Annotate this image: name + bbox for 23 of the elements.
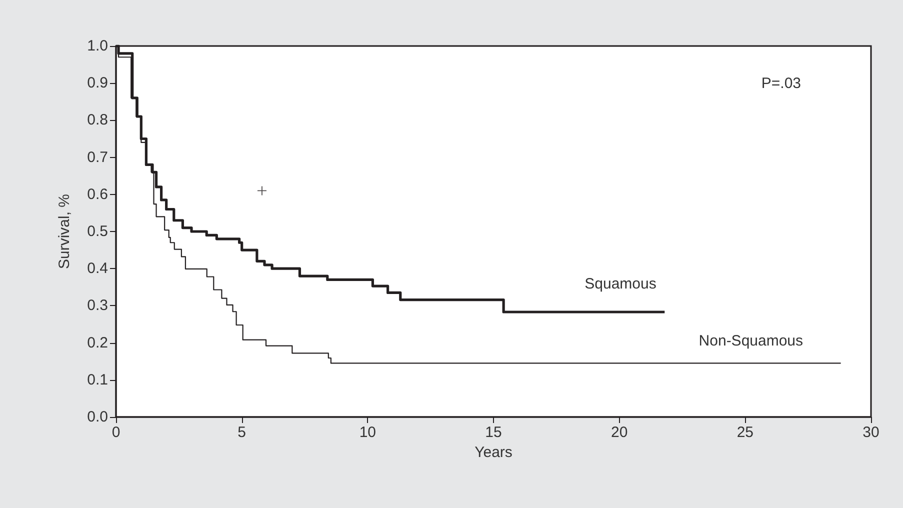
series-label: Squamous — [584, 276, 656, 293]
x-axis-title: Years — [474, 444, 512, 461]
y-tick-label: 0.2 — [87, 334, 108, 352]
x-tick-label: 5 — [238, 424, 246, 441]
y-tick-label: 0.5 — [87, 223, 108, 240]
y-tick-label: 1.0 — [87, 38, 108, 54]
series-label: Non-Squamous — [698, 332, 804, 350]
x-tick-label: 15 — [485, 424, 502, 441]
annotation: P=.03 — [761, 75, 802, 92]
y-tick-label: 0.3 — [87, 297, 108, 314]
x-tick-label: 25 — [736, 424, 754, 441]
y-axis-title: Survival, % — [56, 194, 73, 270]
y-tick-label: 0.6 — [87, 186, 108, 203]
y-tick-label: 0.9 — [87, 74, 108, 92]
y-tick-label: 0.1 — [87, 371, 108, 388]
y-tick-label: 0.7 — [87, 148, 108, 166]
x-tick-label: 20 — [610, 424, 628, 441]
x-tick-label: 30 — [862, 424, 880, 441]
y-tick-label: 0.4 — [87, 260, 108, 278]
y-tick-label: 0.8 — [87, 112, 108, 129]
y-tick-label: 0.0 — [87, 408, 108, 426]
x-tick-label: 10 — [359, 424, 376, 441]
x-tick-label: 0 — [112, 424, 120, 441]
